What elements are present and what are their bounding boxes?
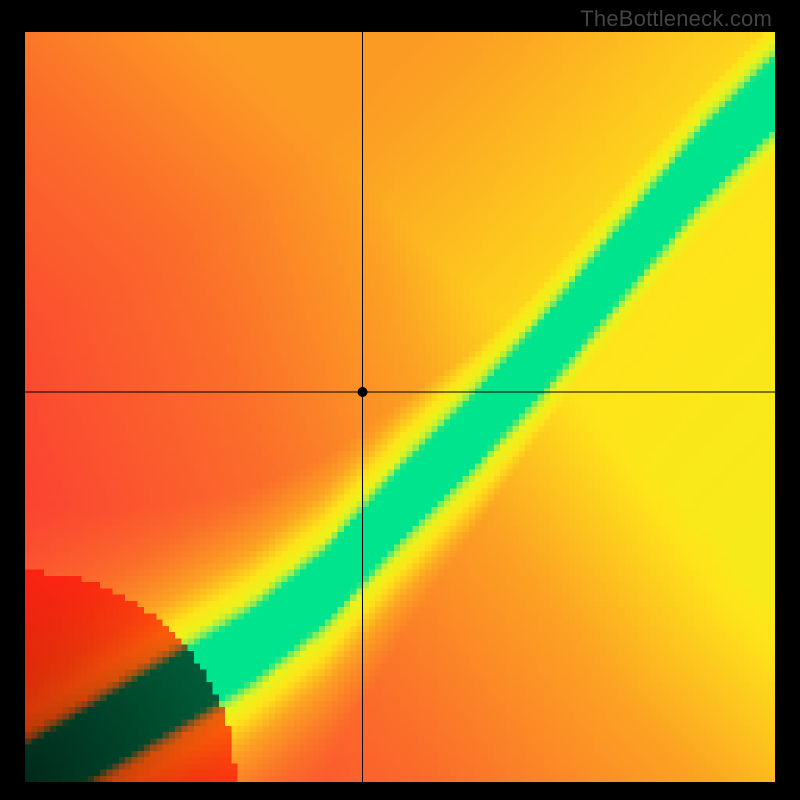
heatmap-canvas bbox=[25, 32, 775, 782]
watermark-text: TheBottleneck.com bbox=[580, 6, 772, 32]
page-root: TheBottleneck.com bbox=[0, 0, 800, 800]
bottleneck-heatmap bbox=[25, 32, 775, 782]
